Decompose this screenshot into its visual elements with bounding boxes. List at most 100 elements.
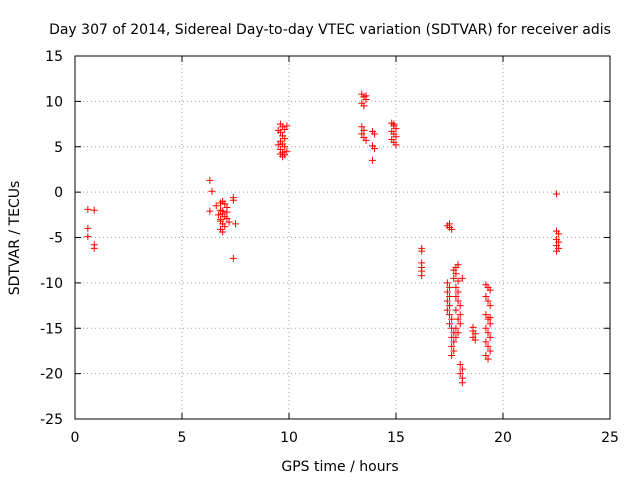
data-point-marker	[446, 302, 453, 310]
data-point-marker	[482, 311, 490, 319]
data-point-marker	[360, 102, 368, 110]
data-point-marker	[446, 220, 453, 228]
y-tick-label: -10	[40, 276, 63, 292]
data-point-marker	[360, 126, 368, 134]
data-point-marker	[553, 190, 560, 198]
data-point-marker	[452, 324, 460, 332]
y-tick-label: -5	[49, 231, 63, 247]
data-point-marker	[221, 200, 229, 208]
data-point-marker	[390, 120, 398, 128]
data-point-marker	[283, 147, 291, 155]
data-point-marker	[484, 297, 492, 305]
data-point-marker	[229, 254, 237, 262]
data-point-marker	[418, 247, 426, 255]
data-point-marker	[448, 351, 456, 359]
data-point-marker	[452, 306, 460, 314]
data-point-marker	[448, 225, 456, 233]
data-point-marker	[450, 347, 458, 355]
data-point-marker	[486, 313, 494, 321]
data-point-marker	[486, 286, 494, 294]
data-point-marker	[392, 141, 400, 149]
data-point-marker	[454, 277, 462, 285]
data-point-marker	[555, 238, 563, 246]
data-point-marker	[454, 329, 462, 337]
data-point-marker	[206, 207, 214, 215]
data-point-marker	[446, 311, 453, 319]
data-point-marker	[454, 261, 462, 269]
data-point-marker	[486, 302, 494, 310]
data-point-marker	[418, 272, 426, 280]
data-point-marker	[219, 207, 227, 215]
data-point-marker	[283, 122, 291, 130]
data-point-marker	[84, 224, 92, 232]
data-point-marker	[448, 342, 456, 350]
data-point-marker	[232, 220, 239, 228]
x-tick-label: 5	[178, 430, 187, 446]
data-point-marker	[392, 125, 400, 133]
data-point-marker	[454, 315, 462, 323]
y-axis-title: SDTVAR / TECUs	[7, 181, 23, 296]
data-point-marker	[450, 274, 458, 282]
y-tick-label: 0	[54, 185, 63, 201]
data-point-marker	[454, 288, 462, 296]
data-point-marker	[443, 297, 451, 305]
data-point-marker	[471, 336, 479, 344]
data-point-marker	[486, 333, 494, 341]
data-point-marker	[362, 92, 370, 100]
data-point-marker	[281, 126, 289, 134]
y-tick-label: 10	[45, 94, 63, 110]
x-tick-label: 20	[494, 430, 512, 446]
x-tick-label: 0	[71, 430, 80, 446]
data-point-marker	[84, 205, 92, 213]
y-tick-label: -20	[40, 367, 63, 383]
x-tick-label: 15	[387, 430, 405, 446]
data-point-marker	[452, 292, 460, 300]
data-point-marker	[219, 228, 227, 236]
data-point-marker	[458, 365, 466, 373]
data-points	[84, 90, 563, 387]
data-point-marker	[358, 130, 366, 138]
data-point-marker	[456, 361, 464, 369]
data-point-marker	[368, 156, 376, 164]
data-point-marker	[458, 274, 466, 282]
data-point-marker	[443, 306, 451, 314]
x-tick-label: 10	[280, 430, 298, 446]
data-point-marker	[482, 324, 490, 332]
x-tick-label: 25	[601, 430, 619, 446]
y-tick-label: -25	[40, 412, 63, 428]
data-point-marker	[553, 247, 560, 255]
data-point-marker	[482, 338, 490, 346]
data-point-marker	[223, 214, 231, 222]
data-point-marker	[484, 342, 492, 350]
data-point-marker	[484, 329, 492, 337]
y-tick-label: -15	[40, 321, 63, 337]
data-point-marker	[452, 270, 460, 278]
data-point-marker	[208, 187, 216, 195]
data-point-marker	[281, 135, 289, 143]
data-point-marker	[443, 288, 451, 296]
data-point-marker	[484, 355, 492, 363]
data-point-marker	[482, 351, 490, 359]
data-point-marker	[371, 145, 379, 153]
data-point-marker	[486, 347, 494, 355]
data-point-marker	[90, 244, 98, 252]
data-point-marker	[276, 150, 284, 158]
data-point-marker	[206, 176, 214, 184]
data-point-marker	[229, 196, 237, 204]
y-tick-label: 15	[45, 49, 63, 65]
data-point-marker	[452, 283, 460, 291]
data-point-marker	[446, 292, 453, 300]
data-point-marker	[482, 292, 490, 300]
data-point-marker	[456, 311, 464, 319]
data-point-marker	[214, 211, 222, 219]
data-point-marker	[450, 338, 458, 346]
y-tick-label: 5	[54, 140, 63, 156]
data-point-marker	[221, 223, 229, 231]
data-point-marker	[446, 283, 453, 291]
data-point-marker	[454, 297, 462, 305]
data-point-marker	[392, 133, 400, 141]
data-point-marker	[555, 230, 563, 238]
data-point-marker	[452, 333, 460, 341]
axis-ticks: 0 5 10 15 20 25 -25 -20 -15 -10 -5 0 5 10 15	[40, 49, 619, 446]
